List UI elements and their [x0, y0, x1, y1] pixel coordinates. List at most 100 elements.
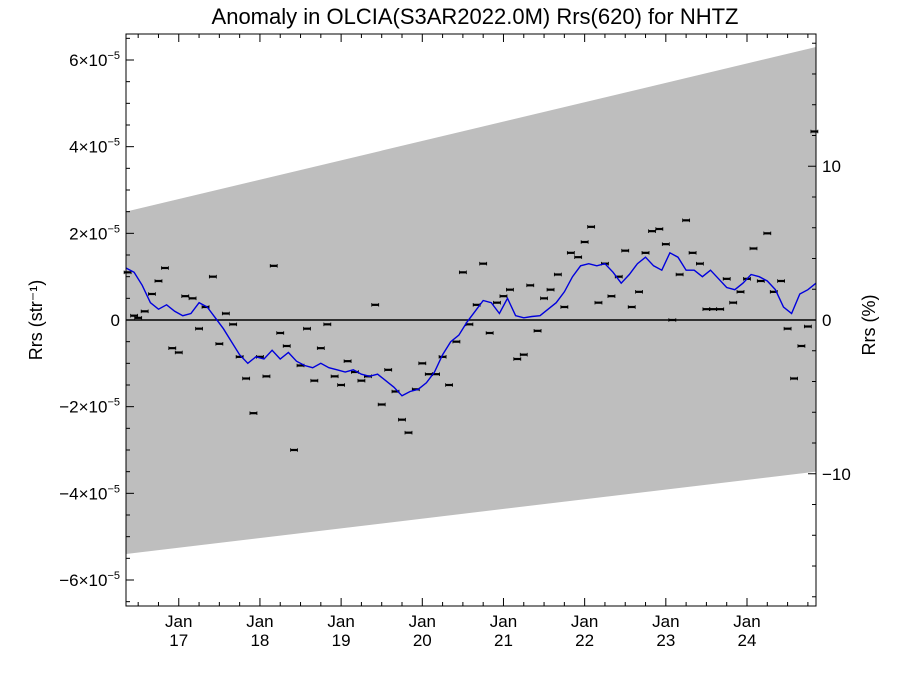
data-point [208, 274, 217, 279]
data-point [269, 264, 278, 268]
chart-title: Anomaly in OLCIA(S3AR2022.0M) Rrs(620) f… [212, 4, 739, 29]
data-point [242, 376, 251, 381]
data-point [337, 383, 346, 387]
x-axis-tick-label-year: 22 [575, 631, 594, 650]
data-point [668, 318, 677, 322]
data-point [174, 350, 183, 355]
data-point [506, 287, 514, 292]
data-point [343, 359, 352, 363]
data-point [803, 324, 812, 329]
data-point [627, 305, 636, 309]
data-point [587, 225, 596, 229]
data-point [736, 290, 745, 294]
data-point [763, 231, 772, 236]
uncertainty-band-layer [126, 47, 816, 554]
data-point [682, 218, 691, 223]
x-axis-tick-label-month: Jan [246, 612, 273, 631]
data-point [221, 311, 230, 316]
data-point [330, 374, 339, 379]
data-point [783, 326, 792, 331]
y-axis-left-tick-label: −6×10−5 [59, 570, 120, 590]
y-axis-left-title: Rrs (str⁻¹) [26, 280, 46, 360]
y-axis-right-title: Rrs (%) [859, 295, 879, 356]
data-point [404, 430, 413, 435]
data-point [134, 316, 143, 320]
data-point [749, 246, 758, 251]
data-point [513, 357, 522, 361]
data-point [519, 352, 528, 357]
data-point [249, 411, 258, 415]
data-point [168, 346, 177, 350]
data-point [594, 300, 603, 305]
x-axis-tick-label-year: 17 [169, 631, 188, 650]
data-point [154, 279, 163, 283]
x-axis-tick-label-year: 24 [738, 631, 757, 650]
data-point [161, 266, 169, 270]
y-axis-right-tick-label: 0 [822, 311, 831, 330]
data-point [635, 290, 643, 294]
uncertainty-band [126, 47, 816, 554]
data-point [148, 292, 156, 296]
x-axis-tick-label-month: Jan [165, 612, 192, 631]
data-point [418, 361, 427, 366]
x-axis-tick-label-year: 21 [494, 631, 513, 650]
data-point [797, 344, 806, 348]
data-point [140, 309, 149, 314]
data-point [398, 417, 406, 422]
data-point [479, 261, 488, 266]
x-axis-tick-label-month: Jan [571, 612, 598, 631]
data-point [290, 448, 298, 452]
data-point [661, 242, 670, 246]
data-point [384, 368, 393, 372]
data-point [262, 374, 271, 379]
y-axis-left-tick-label: 6×10−5 [69, 50, 120, 70]
data-point [716, 307, 725, 311]
data-point [485, 331, 494, 335]
data-point [729, 300, 738, 305]
data-point [696, 261, 704, 266]
data-point [722, 277, 731, 281]
x-axis-tick-label-month: Jan [327, 612, 354, 631]
data-point [777, 279, 785, 283]
data-point [445, 383, 453, 387]
data-point [499, 294, 508, 298]
data-point [574, 255, 583, 259]
data-point [533, 329, 542, 333]
data-point [303, 326, 311, 331]
y-axis-left-tick-label: 2×10−5 [69, 223, 120, 243]
data-point [371, 303, 380, 307]
data-point [675, 272, 684, 277]
data-point [566, 251, 575, 255]
series-line [125, 251, 817, 397]
x-axis-tick-label-year: 18 [250, 631, 269, 650]
data-point [215, 342, 224, 346]
data-point [621, 248, 630, 253]
data-point [316, 346, 325, 350]
x-axis-tick-label-year: 20 [413, 631, 432, 650]
data-point [560, 305, 569, 309]
data-point [655, 227, 664, 231]
data-point [526, 283, 535, 288]
data-point [546, 287, 555, 292]
x-axis-tick-label-year: 23 [656, 631, 675, 650]
x-axis-tick-label-month: Jan [490, 612, 517, 631]
data-point [493, 300, 501, 305]
series-line-layer [125, 251, 817, 397]
x-axis-tick-label-month: Jan [409, 612, 436, 631]
data-point [357, 378, 366, 383]
data-point [553, 272, 562, 277]
y-axis-right-tick-label: 10 [822, 157, 841, 176]
data-point [810, 129, 819, 134]
y-axis-left-tick-label: −2×10−5 [59, 397, 120, 417]
y-axis-left-tick-label: 4×10−5 [69, 137, 120, 157]
data-point [540, 296, 548, 301]
data-point [790, 376, 798, 381]
data-point [310, 378, 319, 383]
y-axis-left-tick-label: 0 [111, 311, 120, 330]
data-point [438, 355, 447, 359]
data-point [229, 322, 238, 327]
data-point [607, 294, 616, 298]
y-axis-left-tick-label: −4×10−5 [59, 483, 120, 503]
axes-layer: 6×10−5 4×10−5 2×10−5 0 −2×10−5 −4×10−5 −6×10−5… [59, 33, 851, 650]
